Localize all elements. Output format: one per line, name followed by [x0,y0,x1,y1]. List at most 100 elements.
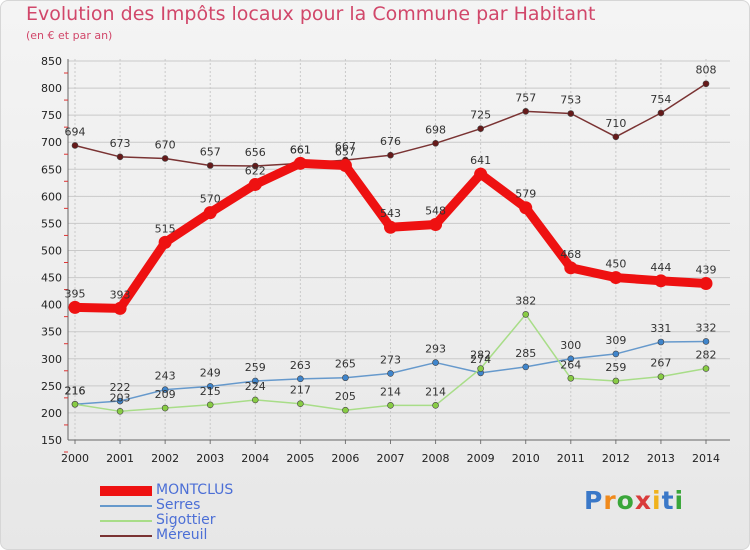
data-label: 698 [425,123,446,136]
data-label: 259 [245,361,266,374]
data-label: 450 [605,258,626,271]
data-point [248,177,262,191]
data-point [432,139,439,147]
data-label: 205 [335,390,356,403]
data-label: 282 [470,349,491,362]
logo-letter: o [616,486,635,515]
data-label: 209 [155,388,176,401]
data-label: 808 [696,64,717,77]
data-label: 667 [335,140,356,153]
data-point [297,400,304,408]
data-label: 285 [515,347,536,360]
data-point [474,167,488,181]
x-tick-label: 2013 [647,452,675,465]
logo-letter: r [603,486,617,515]
data-label: 259 [605,361,626,374]
data-label: 332 [696,321,717,334]
chart-subtitle: (en € et par an) [26,29,113,42]
y-tick-label: 450 [41,272,62,285]
y-tick-label: 850 [41,55,62,68]
data-label: 661 [290,143,311,156]
data-label: 753 [560,94,581,107]
data-point [429,218,443,232]
data-point [567,110,575,117]
data-label: 694 [65,125,86,138]
data-label: 249 [200,366,221,379]
data-point [338,158,352,172]
data-point [71,400,79,408]
data-label: 216 [65,384,86,397]
data-point [519,201,533,215]
data-label: 243 [155,370,176,383]
x-tick-label: 2000 [61,452,89,465]
data-point [116,153,124,161]
data-point [477,365,484,372]
data-point [477,125,484,132]
logo-letter: i [652,486,662,515]
data-point [293,156,307,170]
logo-letter: t [661,486,675,515]
legend-swatch [100,486,152,496]
y-tick-label: 300 [41,353,62,366]
data-point [702,80,710,88]
data-label: 725 [470,109,491,122]
y-tick-label: 500 [41,245,62,258]
logo-letter: P [584,486,604,515]
data-point [203,206,217,220]
data-label: 673 [110,137,131,150]
data-point [116,397,124,405]
data-label: 224 [245,380,266,393]
y-tick-label: 800 [41,82,62,95]
chart-title: Evolution des Impôts locaux pour la Comm… [26,3,596,25]
data-point [251,396,259,404]
data-point [522,363,530,371]
legend-swatch [100,520,152,522]
data-point [251,162,259,170]
data-point [116,408,124,415]
data-point [522,311,530,318]
data-label: 548 [425,205,446,218]
data-point [567,355,575,363]
data-label: 393 [110,288,131,301]
data-point [113,301,127,315]
data-label: 263 [290,359,311,372]
y-tick-label: 350 [41,326,62,339]
legend-swatch [100,535,152,537]
data-point [702,365,710,372]
logo-letter: x [634,486,652,515]
data-label: 710 [605,117,626,130]
data-point [158,235,172,249]
logo-letter: i [674,486,685,515]
x-tick-label: 2009 [467,452,495,465]
legend-label: Méreuil [156,527,208,543]
data-label: 515 [155,222,176,235]
x-tick-label: 2001 [106,452,134,465]
data-point [71,142,79,149]
x-tick-label: 2010 [512,452,540,465]
data-label: 579 [515,188,536,201]
x-tick-label: 2002 [151,452,179,465]
y-tick-label: 200 [41,407,62,420]
data-point [654,274,668,288]
data-label: 214 [425,385,446,398]
data-point [161,404,169,412]
line-chart: 150 200 250 300 350 400 450 500 550 600 650 700 750 8… [41,55,730,465]
data-point [612,350,620,358]
data-point [522,108,530,115]
data-label: 282 [696,349,717,362]
data-point [206,383,214,390]
data-label: 215 [200,385,221,398]
data-point [206,162,214,169]
data-label: 309 [605,334,626,347]
data-point [567,374,575,382]
legend-label: MONTCLUS [156,482,234,498]
data-point [342,406,349,414]
data-label: 661 [290,143,311,156]
data-label: 264 [560,358,581,371]
data-label: 670 [155,138,176,151]
data-point [657,338,665,346]
data-label: 656 [245,146,266,159]
legend-label: Serres [156,497,201,513]
y-tick-label: 750 [41,109,62,122]
y-tick-label: 400 [41,299,62,312]
